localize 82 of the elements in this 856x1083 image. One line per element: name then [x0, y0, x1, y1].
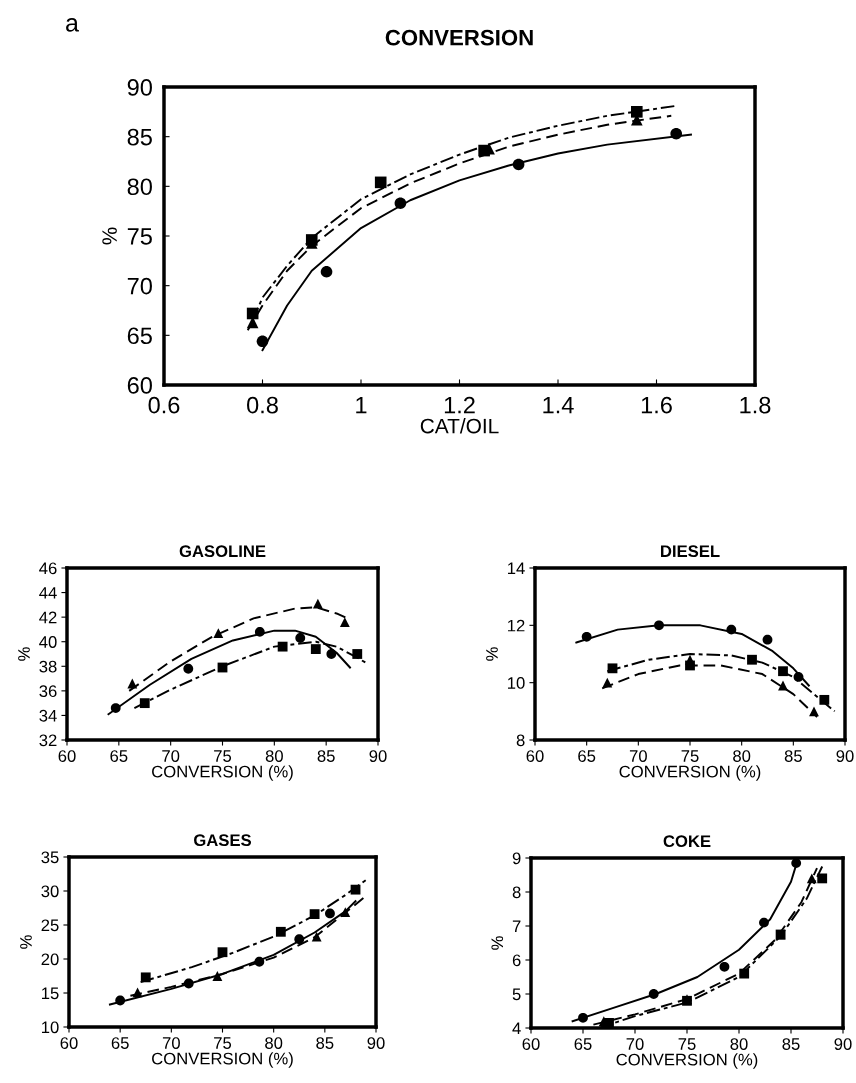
y-tick-label: 7 [512, 920, 521, 933]
x-tick-label: 65 [111, 1037, 129, 1049]
y-tick-label: 9 [512, 852, 521, 865]
x-tick-label: 0.6 [148, 396, 180, 414]
y-tick-label: 60 [127, 377, 152, 394]
y-axis-title: % [486, 647, 498, 661]
x-axis-title: CAT/OIL [420, 418, 499, 434]
x-tick-label: 80 [265, 1037, 283, 1049]
y-tick-label: 32 [39, 734, 57, 747]
x-tick-label: 65 [110, 750, 128, 762]
x-tick-label: 65 [578, 750, 596, 762]
x-tick-label: 70 [162, 1037, 180, 1049]
chart-title: DIESEL [661, 545, 720, 558]
x-tick-label: 1.4 [543, 396, 574, 414]
chart-title: CONVERSION [385, 29, 533, 46]
y-tick-label: 5 [512, 988, 521, 1001]
y-tick-label: 44 [39, 587, 57, 599]
x-tick-label: 70 [629, 750, 647, 762]
x-tick-label: 80 [733, 750, 751, 762]
y-axis-title: % [18, 647, 30, 661]
x-axis-title: CONVERSION (%) [152, 1052, 293, 1068]
y-tick-label: 6 [512, 954, 521, 967]
y-axis-title: % [20, 935, 32, 949]
x-axis-title: CONVERSION (%) [152, 765, 293, 781]
x-tick-label: 85 [317, 750, 335, 762]
x-tick-label: 60 [58, 750, 76, 762]
x-axis-title: CONVERSION (%) [619, 765, 761, 781]
x-tick-label: 90 [367, 1037, 385, 1049]
y-tick-label: 80 [127, 178, 152, 196]
x-tick-label: 1.8 [740, 396, 771, 414]
x-tick-label: 75 [214, 1037, 232, 1049]
chart-title: COKE [663, 835, 711, 848]
y-tick-label: 4 [512, 1022, 521, 1035]
y-tick-label: 75 [127, 228, 152, 245]
y-tick-label: 10 [42, 1021, 59, 1034]
x-tick-label: 80 [265, 750, 283, 762]
x-tick-label: 60 [522, 1038, 540, 1050]
x-tick-label: 60 [60, 1037, 78, 1049]
y-tick-label: 38 [39, 660, 57, 673]
x-tick-label: 90 [834, 1038, 852, 1050]
y-tick-label: 90 [127, 79, 152, 96]
y-tick-label: 46 [39, 562, 57, 575]
y-tick-label: 85 [127, 128, 152, 146]
y-axis-title: % [491, 936, 504, 950]
x-tick-label: 1.2 [444, 396, 475, 414]
y-tick-label: 70 [127, 277, 152, 295]
y-tick-label: 36 [39, 685, 57, 698]
y-tick-label: 12 [508, 619, 525, 632]
x-tick-label: 0.8 [247, 396, 278, 414]
y-axis-title: % [102, 227, 117, 245]
y-tick-label: 25 [41, 919, 59, 932]
y-tick-label: 8 [512, 886, 521, 899]
x-tick-label: 85 [316, 1037, 334, 1049]
x-tick-label: 1.6 [641, 396, 672, 414]
x-tick-label: 1 [356, 396, 367, 414]
y-tick-label: 30 [41, 885, 59, 898]
x-tick-label: 65 [574, 1038, 592, 1050]
y-tick-label: 34 [39, 709, 57, 722]
x-tick-label: 75 [681, 750, 699, 762]
text: a [66, 18, 79, 32]
x-tick-label: 85 [782, 1038, 800, 1050]
x-axis-title: CONVERSION (%) [616, 1053, 758, 1069]
x-tick-label: 75 [214, 750, 232, 762]
y-tick-label: 65 [127, 327, 152, 345]
x-tick-label: 90 [369, 750, 387, 762]
x-tick-label: 70 [162, 750, 180, 762]
x-tick-label: 60 [526, 750, 544, 762]
y-tick-label: 40 [39, 636, 57, 648]
x-tick-label: 90 [836, 750, 854, 762]
chart-title: GASES [194, 834, 252, 847]
y-tick-label: 15 [42, 987, 59, 1000]
y-tick-label: 35 [41, 851, 59, 864]
y-tick-label: 20 [41, 953, 59, 966]
chart-title: GASOLINE [179, 545, 266, 558]
y-tick-label: 42 [39, 611, 57, 624]
y-tick-label: 14 [508, 562, 525, 575]
x-tick-label: 70 [626, 1038, 644, 1050]
x-tick-label: 75 [678, 1038, 696, 1050]
x-tick-label: 85 [784, 750, 802, 762]
y-tick-label: 8 [516, 734, 525, 747]
x-tick-label: 80 [730, 1038, 748, 1050]
y-tick-label: 10 [508, 677, 525, 689]
